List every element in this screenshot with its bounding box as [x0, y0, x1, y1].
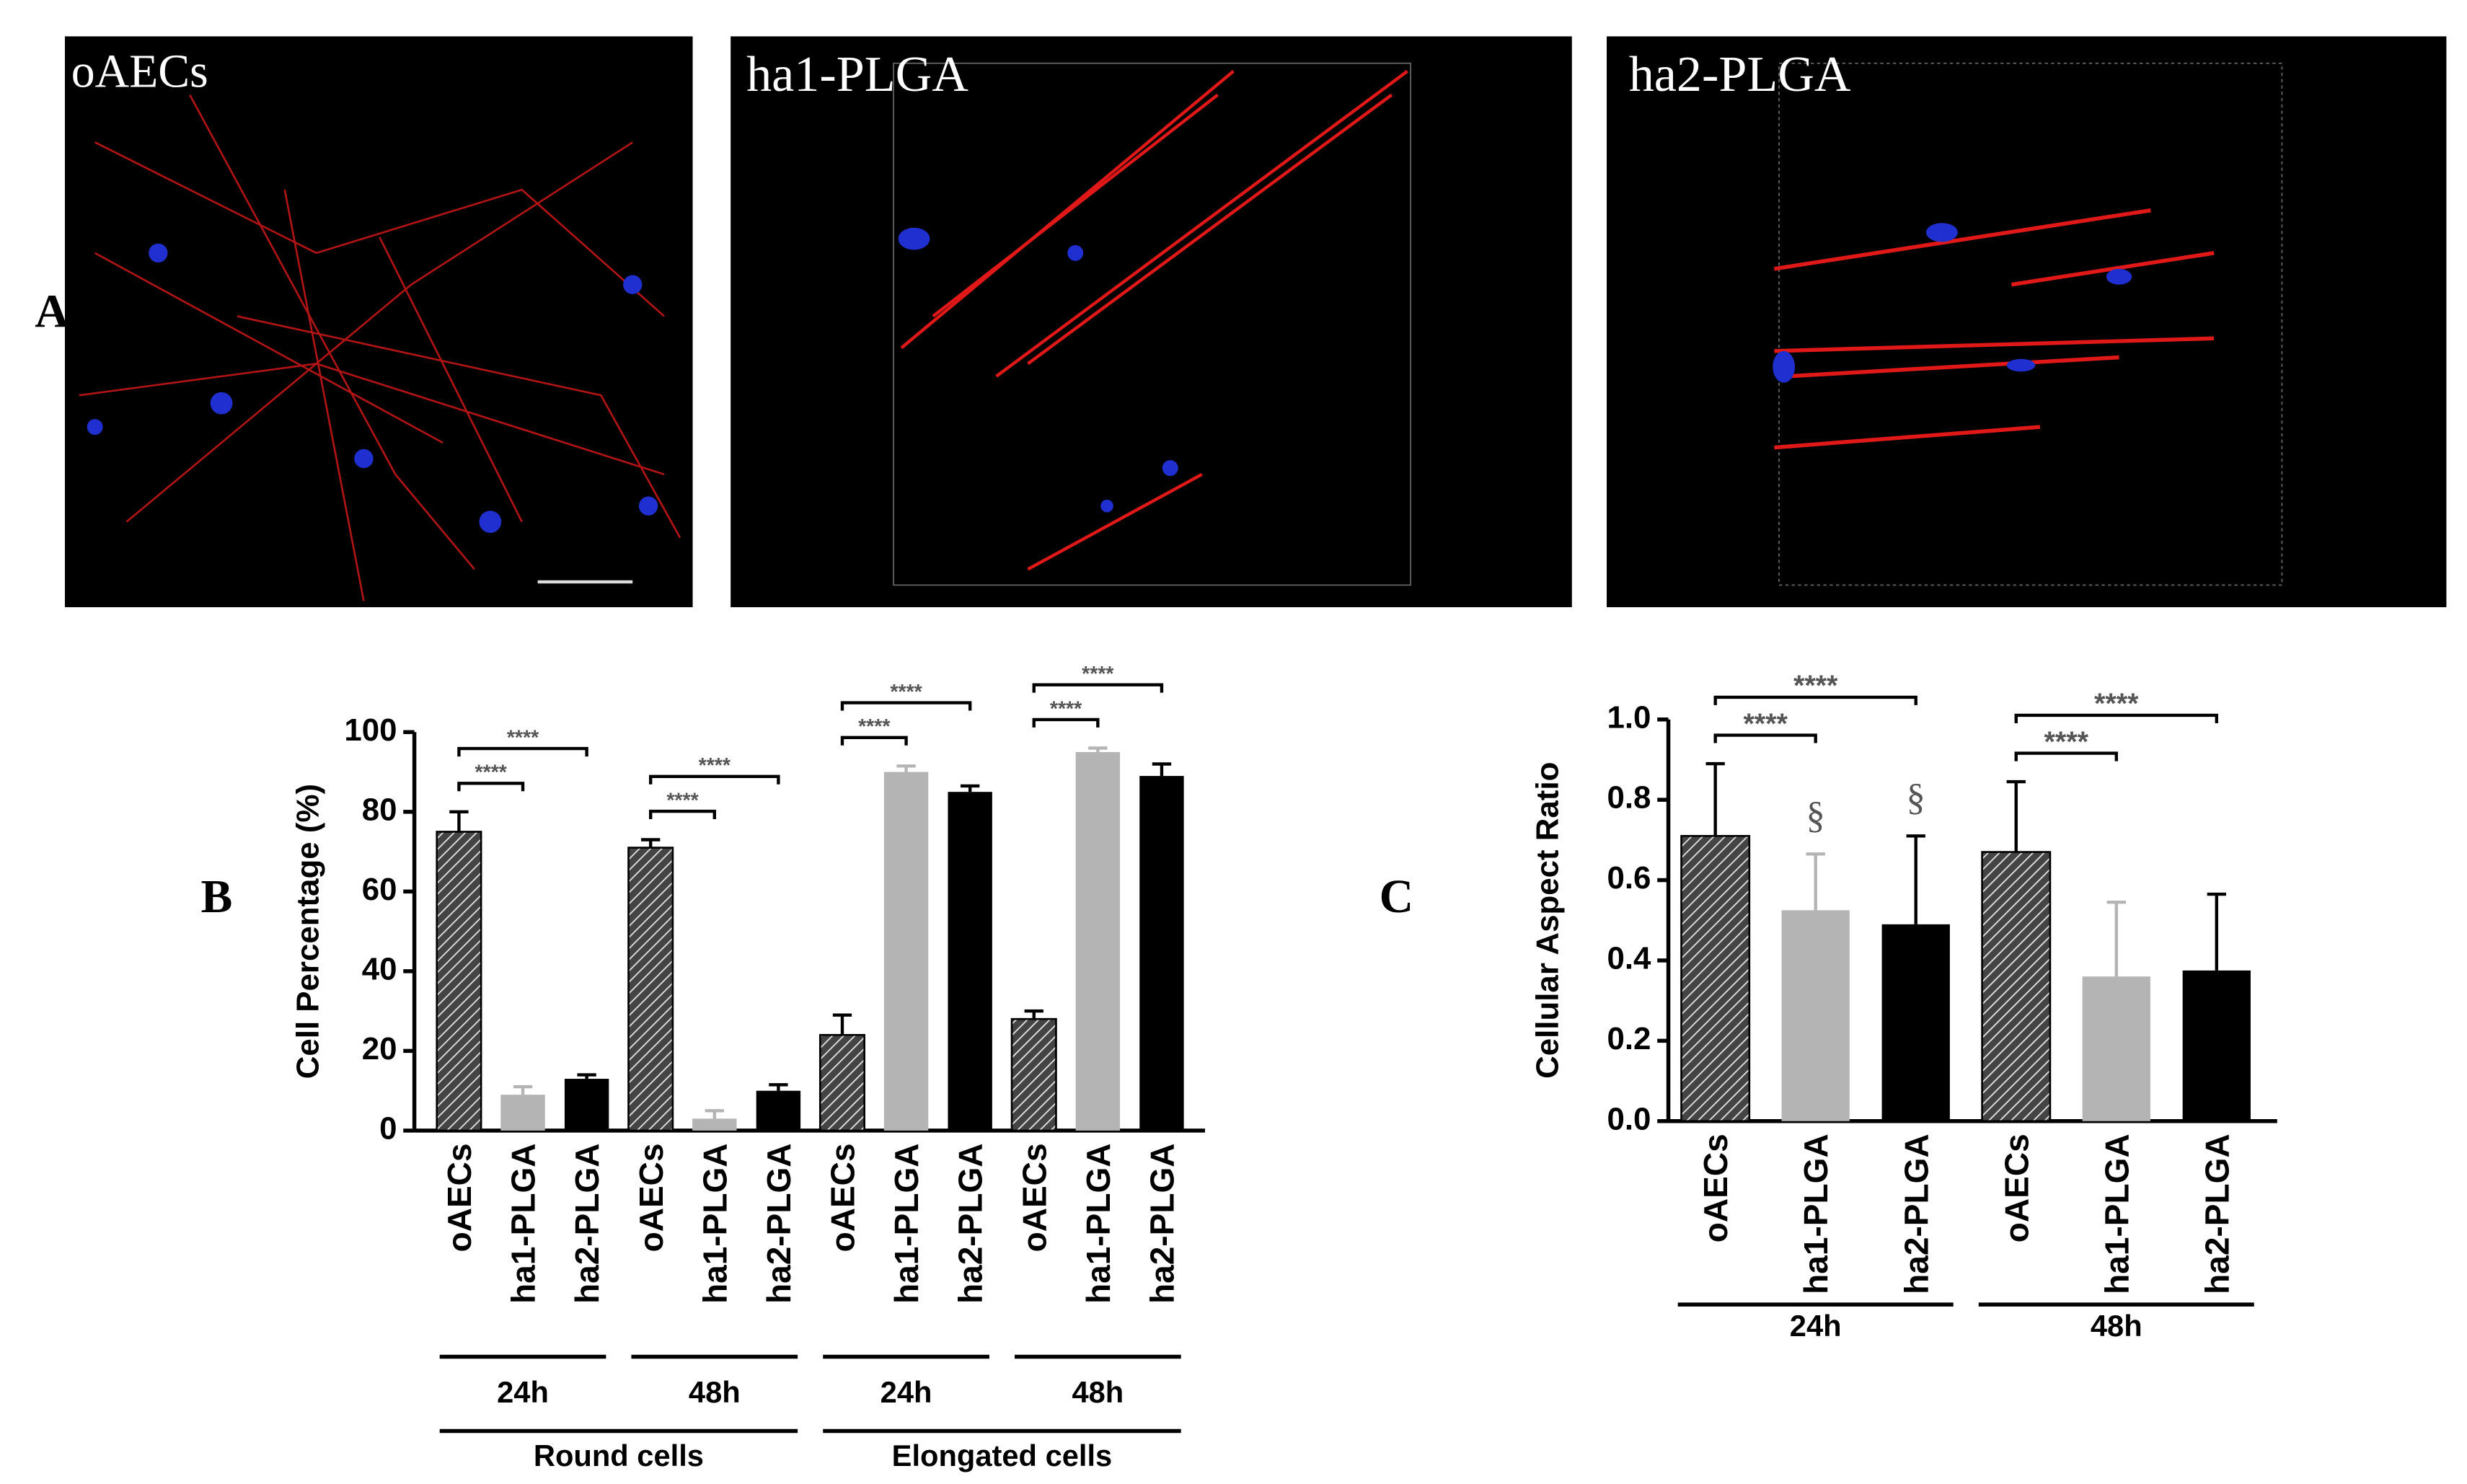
comparison-label: ****: [1793, 670, 1838, 702]
significance-symbol: §: [1907, 777, 1925, 818]
group-label: 24h: [1790, 1309, 1842, 1343]
group-label: 48h: [2091, 1309, 2142, 1343]
bar: [2182, 970, 2251, 1121]
comparison-bracket: [457, 746, 588, 757]
y-tick-label: 0.6: [1607, 860, 1651, 896]
x-tick-label: ha2-PLGA: [1897, 1134, 1935, 1294]
x-tick-label: ha1-PLGA: [1797, 1134, 1835, 1294]
bar: [818, 1033, 866, 1132]
group-label: 24h: [881, 1375, 932, 1409]
y-tick-label: 60: [362, 872, 397, 907]
x-tick-label: ha1-PLGA: [2098, 1134, 2135, 1294]
x-tick-label: ha1-PLGA: [1080, 1143, 1117, 1304]
y-tick-label: 0: [379, 1110, 397, 1146]
bar: [1881, 924, 1950, 1121]
group-label: 24h: [497, 1375, 549, 1409]
y-tick-label: 0.8: [1607, 780, 1651, 816]
comparison-bracket: [1032, 717, 1100, 728]
comparison-bracket: [840, 701, 972, 711]
image-label: ha2-PLGA: [1629, 46, 1851, 102]
comparison-label: ****: [2044, 726, 2089, 758]
y-tick-label: 0.2: [1607, 1021, 1651, 1056]
bar: [1981, 851, 2052, 1123]
x-tick-label: ha2-PLGA: [760, 1143, 798, 1304]
bar: [500, 1095, 545, 1131]
significance-symbol: §: [1806, 795, 1825, 836]
x-tick-label: oAECs: [1697, 1134, 1734, 1242]
panel-label: A: [35, 286, 69, 338]
x-tick-label: ha2-PLGA: [2198, 1134, 2236, 1294]
bar: [436, 831, 482, 1132]
super-group-label: Elongated cells: [892, 1439, 1113, 1472]
x-tick-label: oAECs: [1015, 1143, 1053, 1252]
bar: [1139, 776, 1184, 1131]
comparison-bracket: [457, 782, 525, 792]
x-tick-label: oAECs: [824, 1143, 862, 1252]
y-tick-label: 20: [362, 1031, 397, 1066]
bar: [756, 1090, 801, 1131]
group-label: 48h: [689, 1375, 741, 1409]
comparison-bracket: [840, 736, 908, 746]
bar: [948, 792, 992, 1131]
bar: [692, 1118, 737, 1131]
y-tick-label: 100: [344, 712, 397, 748]
bar: [1010, 1017, 1057, 1132]
comparison-bracket: [1713, 695, 1917, 705]
x-tick-label: ha1-PLGA: [505, 1143, 542, 1304]
comparison-bracket: [1713, 733, 1817, 743]
comparison-bracket: [2014, 713, 2218, 723]
micrograph: [64, 36, 2447, 608]
bar: [1680, 834, 1751, 1123]
x-tick-label: ha2-PLGA: [568, 1143, 606, 1304]
comparison-label: ****: [699, 754, 731, 777]
x-tick-label: ha1-PLGA: [696, 1143, 733, 1304]
y-tick-label: 40: [362, 951, 397, 986]
bar: [2082, 976, 2150, 1121]
y-tick-label: 0.0: [1607, 1101, 1651, 1136]
y-axis-label: Cellular Aspect Ratio: [1530, 762, 1566, 1079]
panel-label: C: [1380, 870, 1414, 923]
comparison-bracket: [649, 809, 716, 819]
y-axis-label: Cell Percentage (%): [290, 784, 325, 1079]
x-tick-label: oAECs: [441, 1143, 478, 1252]
comparison-label: ****: [890, 681, 922, 704]
comparison-label: ****: [1050, 697, 1082, 720]
x-tick-label: ha1-PLGA: [888, 1143, 925, 1304]
comparison-bracket: [2014, 751, 2118, 761]
comparison-label: ****: [2094, 688, 2139, 720]
y-tick-label: 1.0: [1607, 699, 1651, 735]
bar: [1075, 751, 1121, 1131]
y-tick-label: 0.4: [1607, 941, 1651, 976]
comparison-bracket: [649, 774, 780, 785]
comparison-label: ****: [475, 761, 508, 785]
comparison-label: ****: [1082, 663, 1114, 686]
x-tick-label: ha2-PLGA: [1144, 1143, 1181, 1304]
super-group-label: Round cells: [534, 1439, 704, 1472]
comparison-bracket: [1032, 683, 1164, 693]
image-label: ha1-PLGA: [746, 46, 968, 102]
image-label: oAECs: [71, 45, 208, 97]
x-tick-label: ha2-PLGA: [952, 1143, 989, 1304]
x-tick-label: oAECs: [632, 1143, 670, 1252]
comparison-label: ****: [1743, 708, 1788, 740]
comparison-label: ****: [858, 715, 891, 738]
y-tick-label: 80: [362, 792, 397, 827]
comparison-label: ****: [666, 789, 699, 812]
bar: [627, 847, 674, 1132]
bar: [883, 772, 929, 1131]
panel-label: B: [201, 870, 233, 923]
group-label: 48h: [1072, 1375, 1124, 1409]
comparison-label: ****: [507, 726, 539, 749]
bar: [1781, 910, 1850, 1121]
bar: [564, 1079, 609, 1131]
x-tick-label: oAECs: [1998, 1134, 2035, 1242]
